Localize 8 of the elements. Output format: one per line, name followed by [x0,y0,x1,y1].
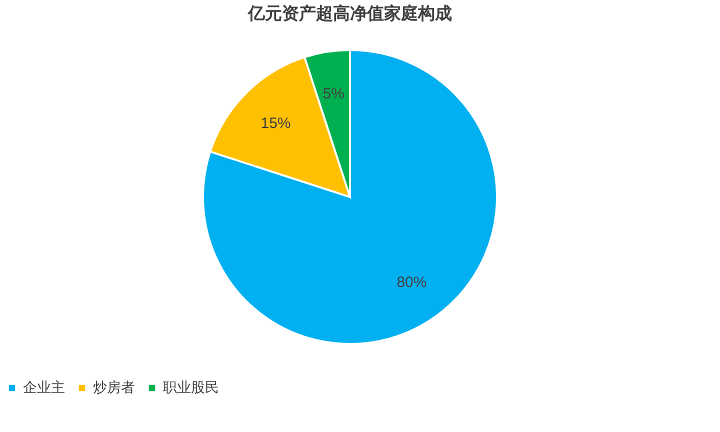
data-label: 5% [322,85,344,102]
data-label: 80% [396,274,427,291]
legend-label: 炒房者 [93,380,135,396]
pie-slice [202,49,498,345]
chart-title: 亿元资产超高净值家庭构成 [247,4,452,24]
data-label: 15% [260,114,291,132]
legend-label: 职业股民 [163,380,219,396]
legend-label: 企业主 [23,380,65,396]
